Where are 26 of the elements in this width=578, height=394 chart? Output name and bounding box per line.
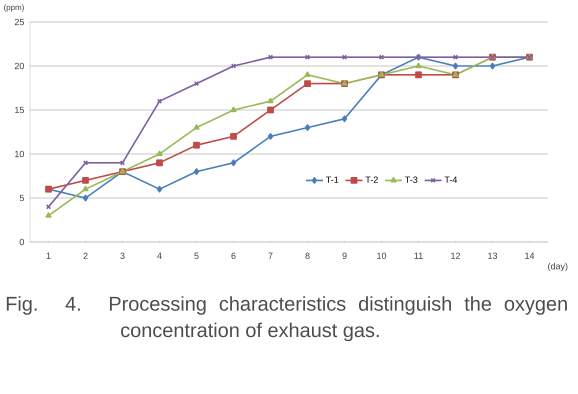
x-tick-label: 12	[451, 252, 460, 259]
y-tick-label: 5	[20, 194, 24, 202]
caption: Fig. 4. Processing characteristics distinguish the oxygen concentration of exhaust gas.	[6, 296, 567, 342]
legend-label: T-4	[444, 176, 458, 183]
x-tick-label: 7	[268, 252, 273, 259]
legend-label: T-1	[326, 176, 338, 183]
x-tick-label: 6	[231, 252, 236, 259]
x-tick-label: 10	[377, 252, 386, 259]
legend-label: T-2	[366, 176, 378, 183]
x-tick-label: 2	[83, 252, 88, 259]
x-tick-label: 14	[525, 252, 534, 259]
y-tick-label: 25	[14, 18, 24, 26]
x-tick-label: 13	[488, 252, 498, 259]
x-tick-label: 11	[414, 252, 423, 259]
x-tick-label: 3	[120, 252, 125, 259]
x-tick-label: 4	[157, 252, 162, 259]
y-tick-label: 15	[15, 106, 24, 114]
y-tick-label: 0	[20, 238, 24, 246]
y-tick-label: 20	[14, 62, 24, 70]
x-axis-title: (day)	[548, 262, 568, 272]
x-tick-label: 8	[305, 252, 310, 259]
x-tick-label: 9	[342, 252, 347, 259]
x-tick-label: 5	[194, 252, 199, 259]
legend-label: T-3	[405, 176, 418, 183]
x-tick-label: 1	[46, 252, 51, 259]
y-tick-label: 10	[15, 150, 24, 158]
